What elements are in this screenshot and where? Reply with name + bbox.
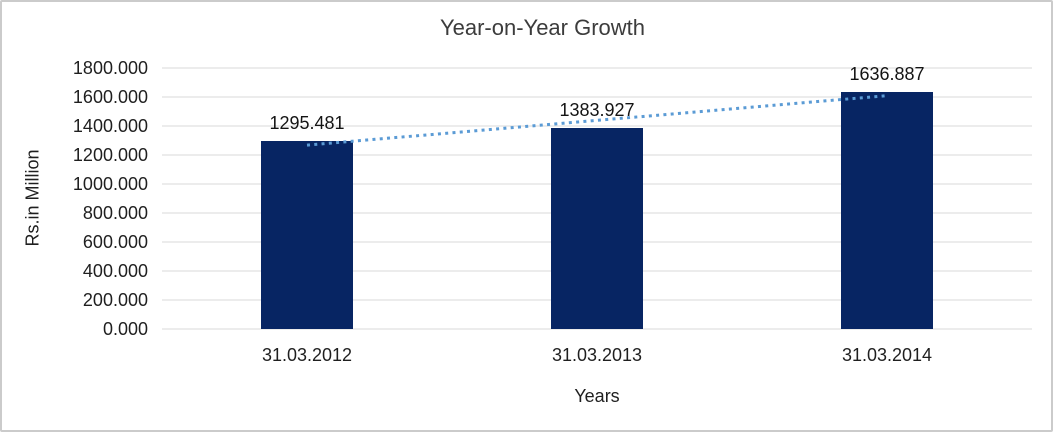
bar-31.03.2012	[261, 141, 353, 329]
y-tick-label: 1600.000	[72, 87, 148, 107]
x-tick-label: 31.03.2014	[841, 345, 933, 365]
bar-31.03.2014	[841, 91, 933, 329]
y-tick-label: 0.000	[102, 319, 148, 339]
y-tick-label: 1800.000	[72, 58, 148, 78]
y-tick-label: 200.000	[82, 290, 148, 310]
x-axis-title: Years	[574, 386, 620, 406]
y-tick-label: 600.000	[82, 232, 148, 252]
bar-data-label: 1383.927	[559, 100, 635, 121]
x-tick-label: 31.03.2012	[261, 345, 353, 365]
y-tick-label: 800.000	[82, 203, 148, 223]
y-tick-label: 1200.000	[72, 145, 148, 165]
bar-data-label: 1636.887	[849, 63, 925, 84]
y-tick-label: 1400.000	[72, 116, 148, 136]
linear-trendline	[306, 94, 888, 147]
chart-title: Year-on-Year Growth	[439, 15, 646, 40]
y-tick-label: 1000.000	[72, 174, 148, 194]
bar-31.03.2013	[551, 128, 643, 329]
y-tick-label: 400.000	[82, 261, 148, 281]
x-tick-label: 31.03.2013	[551, 345, 643, 365]
bar-data-label: 1295.481	[269, 113, 345, 134]
